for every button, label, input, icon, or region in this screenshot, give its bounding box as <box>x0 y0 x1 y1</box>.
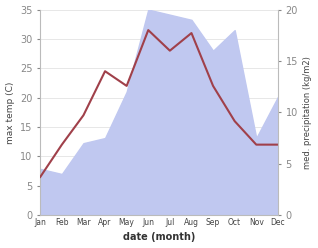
Y-axis label: med. precipitation (kg/m2): med. precipitation (kg/m2) <box>303 56 313 169</box>
X-axis label: date (month): date (month) <box>123 232 195 243</box>
Y-axis label: max temp (C): max temp (C) <box>5 81 15 144</box>
